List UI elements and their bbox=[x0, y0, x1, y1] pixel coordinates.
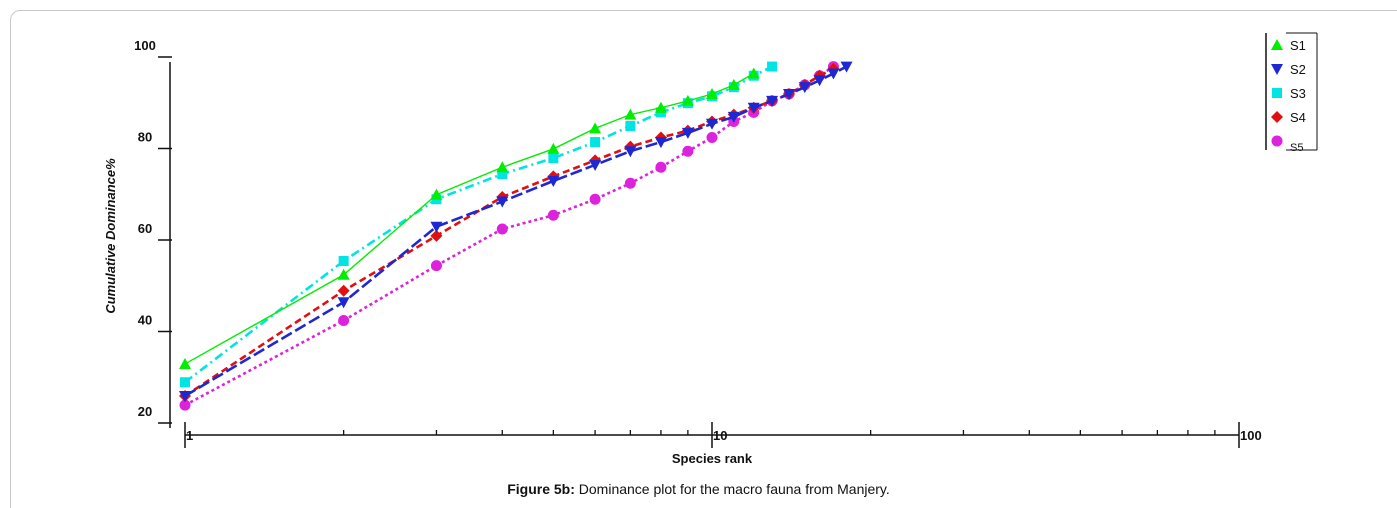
data-point-s1 bbox=[747, 67, 760, 79]
data-point-s5 bbox=[589, 193, 601, 205]
data-point-s1 bbox=[496, 161, 509, 173]
data-point-s3 bbox=[767, 61, 778, 72]
legend-label-s4: S4 bbox=[1290, 110, 1306, 125]
data-point-s2 bbox=[681, 127, 694, 139]
data-point-s2 bbox=[706, 118, 718, 130]
figure-frame bbox=[10, 10, 1397, 508]
series-line-s4 bbox=[184, 67, 835, 398]
legend-marker-s2 bbox=[1271, 64, 1283, 75]
data-point-s2 bbox=[589, 159, 602, 171]
data-point-s2 bbox=[827, 68, 840, 80]
data-point-s1 bbox=[589, 122, 602, 134]
dominance-chart: Cumulative Dominance% Species rank 20 40 6… bbox=[103, 32, 1318, 466]
data-point-s2 bbox=[783, 89, 796, 101]
legend-item-s4: S4 bbox=[1271, 110, 1306, 125]
data-point-s3 bbox=[548, 153, 559, 164]
series-s1 bbox=[179, 67, 760, 369]
data-point-s3 bbox=[180, 377, 190, 388]
data-point-s1 bbox=[179, 357, 191, 369]
series-layer bbox=[179, 61, 853, 411]
data-point-s2 bbox=[813, 75, 826, 87]
data-point-s2 bbox=[798, 82, 811, 94]
legend-item-s1: S1 bbox=[1271, 38, 1306, 53]
data-point-s5 bbox=[706, 131, 718, 143]
x-tick-label-1: 1 bbox=[186, 428, 193, 443]
data-point-s1 bbox=[654, 101, 667, 113]
legend-marker-s4 bbox=[1271, 111, 1283, 123]
series-line-s2 bbox=[184, 65, 848, 398]
axes: 20 40 60 80 100 1 10 100 bbox=[134, 38, 1262, 448]
data-point-s1 bbox=[706, 88, 718, 100]
legend-marker-s3 bbox=[1272, 88, 1282, 98]
data-point-s1 bbox=[337, 268, 350, 280]
data-point-s2 bbox=[766, 95, 779, 107]
data-point-s2 bbox=[430, 221, 443, 233]
data-point-s5 bbox=[496, 223, 508, 235]
data-point-s5 bbox=[430, 260, 442, 272]
y-tick-label-60: 60 bbox=[138, 221, 152, 236]
data-point-s3 bbox=[625, 121, 636, 132]
data-point-s1 bbox=[430, 188, 443, 200]
legend-label-s1: S1 bbox=[1290, 38, 1306, 53]
legend: S1 S2 S3 S4 S5 bbox=[1265, 32, 1318, 154]
y-tick-label-20: 20 bbox=[138, 404, 152, 419]
data-point-s5 bbox=[338, 314, 350, 326]
legend-item-s2: S2 bbox=[1271, 62, 1306, 77]
data-point-s5 bbox=[682, 145, 694, 157]
data-point-s4 bbox=[430, 229, 443, 242]
data-point-s5 bbox=[179, 399, 191, 411]
data-point-s1 bbox=[624, 108, 637, 120]
data-point-s2 bbox=[654, 137, 667, 149]
data-point-s2 bbox=[337, 297, 350, 309]
series-line-s1 bbox=[184, 72, 755, 365]
x-tick-label-100: 100 bbox=[1240, 428, 1262, 443]
series-s2 bbox=[179, 61, 853, 402]
legend-label-s3: S3 bbox=[1290, 86, 1306, 101]
data-point-s2 bbox=[547, 175, 560, 187]
data-point-s1 bbox=[547, 142, 560, 154]
y-axis-label: Cumulative Dominance% bbox=[103, 158, 118, 314]
data-point-s2 bbox=[624, 146, 637, 158]
x-tick-label-10: 10 bbox=[713, 428, 727, 443]
caption-label: Figure 5b: bbox=[507, 481, 575, 497]
data-point-s5 bbox=[547, 209, 559, 221]
legend-label-s5: S5 bbox=[1290, 142, 1303, 154]
data-point-s3 bbox=[338, 256, 349, 267]
y-tick-label-80: 80 bbox=[138, 130, 152, 145]
y-tick-label-40: 40 bbox=[138, 313, 152, 328]
legend-marker-s5 bbox=[1271, 135, 1283, 147]
data-point-s2 bbox=[179, 390, 191, 402]
data-point-s2 bbox=[747, 102, 760, 114]
legend-item-s3: S3 bbox=[1272, 86, 1306, 101]
data-point-s3 bbox=[590, 137, 601, 148]
data-point-s1 bbox=[727, 78, 740, 90]
data-point-s2 bbox=[496, 196, 509, 208]
data-point-s5 bbox=[655, 161, 667, 173]
data-point-s1 bbox=[681, 94, 694, 106]
data-point-s5 bbox=[624, 177, 636, 189]
figure-caption: Figure 5b: Dominance plot for the macro … bbox=[0, 481, 1397, 497]
legend-label-s2: S2 bbox=[1290, 62, 1306, 77]
x-axis-label: Species rank bbox=[672, 451, 753, 466]
series-line-s3 bbox=[184, 65, 773, 384]
caption-text: Dominance plot for the macro fauna from … bbox=[574, 481, 890, 497]
data-point-s2 bbox=[840, 61, 853, 73]
data-point-s4 bbox=[337, 284, 350, 297]
y-tick-label-100: 100 bbox=[134, 38, 156, 53]
data-point-s3 bbox=[497, 169, 508, 180]
legend-item-s5: S5 bbox=[1271, 135, 1303, 154]
data-point-s2 bbox=[727, 111, 740, 123]
legend-marker-s1 bbox=[1271, 39, 1283, 50]
